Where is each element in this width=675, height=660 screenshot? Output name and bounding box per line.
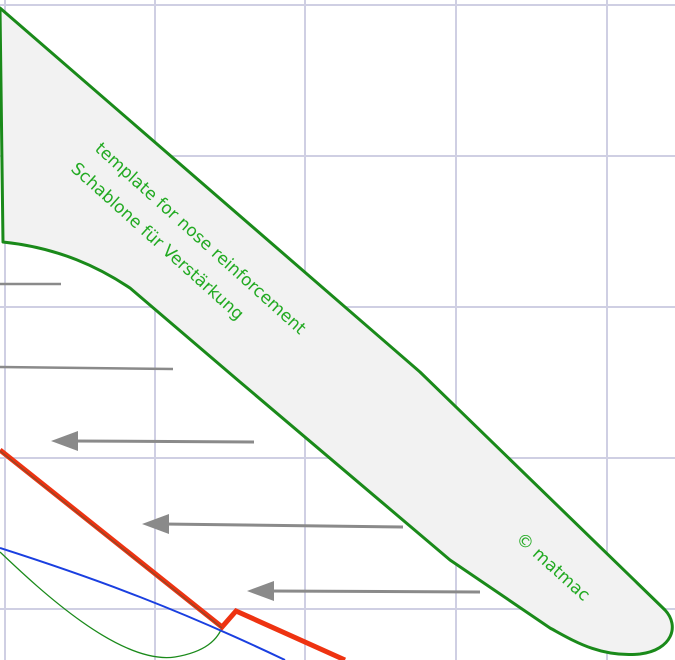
template-shape xyxy=(0,6,674,657)
thin-green-curve xyxy=(0,551,224,659)
arrows xyxy=(0,282,481,601)
blue-curve xyxy=(0,547,286,660)
arrow-3 xyxy=(51,431,255,451)
arrow-4 xyxy=(142,514,404,534)
arrow-5 xyxy=(247,581,481,601)
arrow-line-2 xyxy=(0,365,174,371)
red-profile-line xyxy=(0,448,347,660)
